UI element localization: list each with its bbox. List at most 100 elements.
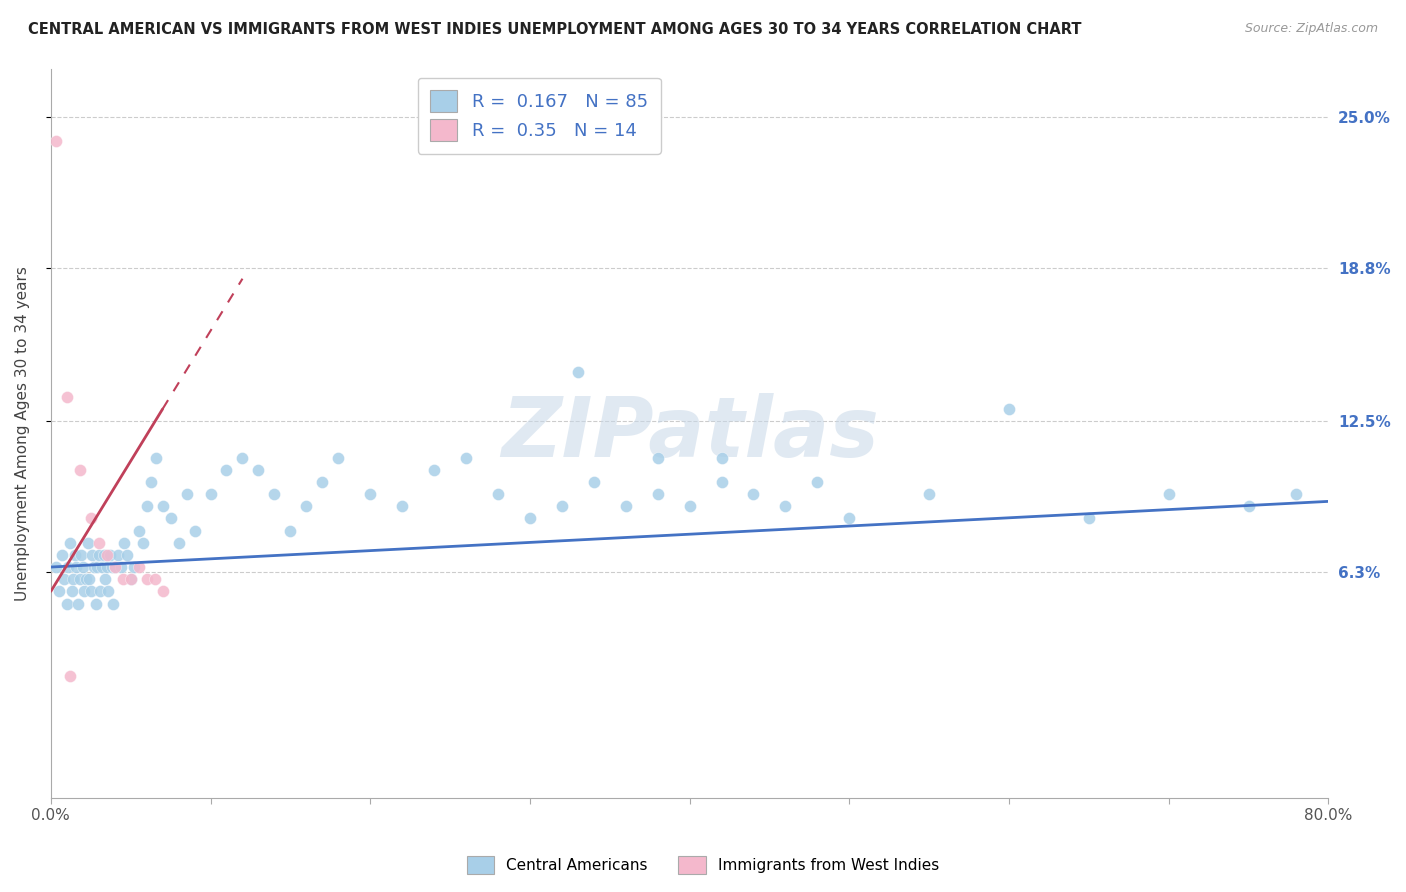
Point xyxy=(135,572,157,586)
Point xyxy=(176,487,198,501)
Point xyxy=(89,584,111,599)
Point xyxy=(86,560,108,574)
Point xyxy=(647,450,669,465)
Point xyxy=(112,535,135,549)
Point xyxy=(97,584,120,599)
Point xyxy=(98,548,121,562)
Point xyxy=(391,500,413,514)
Point xyxy=(167,535,190,549)
Point xyxy=(183,524,205,538)
Point xyxy=(59,535,82,549)
Point xyxy=(132,535,155,549)
Point xyxy=(775,500,797,514)
Point xyxy=(84,597,107,611)
Point xyxy=(80,511,103,525)
Point xyxy=(141,475,163,489)
Point xyxy=(423,463,446,477)
Point xyxy=(918,487,941,501)
Point xyxy=(62,572,84,586)
Point xyxy=(122,560,145,574)
Point xyxy=(96,560,118,574)
Point xyxy=(66,597,89,611)
Point xyxy=(200,487,222,501)
Point xyxy=(117,548,139,562)
Point xyxy=(87,535,110,549)
Point xyxy=(1077,511,1099,525)
Text: ZIPatlas: ZIPatlas xyxy=(501,392,879,474)
Point xyxy=(1157,487,1180,501)
Point xyxy=(63,548,86,562)
Point xyxy=(65,560,87,574)
Legend: Central Americans, Immigrants from West Indies: Central Americans, Immigrants from West … xyxy=(461,850,945,880)
Point xyxy=(45,135,67,149)
Point xyxy=(107,548,129,562)
Point xyxy=(519,511,541,525)
Point xyxy=(60,584,83,599)
Point xyxy=(120,572,142,586)
Point xyxy=(52,572,75,586)
Point xyxy=(77,572,100,586)
Point xyxy=(56,597,79,611)
Point xyxy=(152,500,174,514)
Y-axis label: Unemployment Among Ages 30 to 34 years: Unemployment Among Ages 30 to 34 years xyxy=(15,266,30,600)
Point xyxy=(486,487,509,501)
Point xyxy=(76,535,98,549)
Point xyxy=(59,669,82,683)
Point xyxy=(73,584,96,599)
Point xyxy=(247,463,270,477)
Point xyxy=(582,475,605,489)
Point xyxy=(104,560,127,574)
Point xyxy=(69,463,91,477)
Point xyxy=(80,584,103,599)
Point xyxy=(998,401,1021,416)
Point xyxy=(83,560,105,574)
Point xyxy=(69,572,91,586)
Point xyxy=(96,548,118,562)
Point xyxy=(311,475,333,489)
Point xyxy=(454,450,477,465)
Point xyxy=(1285,487,1308,501)
Point xyxy=(110,560,132,574)
Point xyxy=(101,597,124,611)
Text: Source: ZipAtlas.com: Source: ZipAtlas.com xyxy=(1244,22,1378,36)
Point xyxy=(159,511,181,525)
Point xyxy=(231,450,253,465)
Point xyxy=(838,511,860,525)
Point xyxy=(359,487,381,501)
Point xyxy=(152,584,174,599)
Point xyxy=(143,572,166,586)
Point xyxy=(75,572,97,586)
Point xyxy=(678,500,700,514)
Point xyxy=(135,500,157,514)
Point xyxy=(215,463,238,477)
Point xyxy=(87,548,110,562)
Point xyxy=(56,390,79,404)
Point xyxy=(128,524,150,538)
Point xyxy=(72,560,94,574)
Point xyxy=(51,548,73,562)
Legend: R =  0.167   N = 85, R =  0.35   N = 14: R = 0.167 N = 85, R = 0.35 N = 14 xyxy=(418,78,661,154)
Point xyxy=(280,524,302,538)
Point xyxy=(295,500,318,514)
Point xyxy=(128,560,150,574)
Text: CENTRAL AMERICAN VS IMMIGRANTS FROM WEST INDIES UNEMPLOYMENT AMONG AGES 30 TO 34: CENTRAL AMERICAN VS IMMIGRANTS FROM WEST… xyxy=(28,22,1081,37)
Point xyxy=(263,487,285,501)
Point xyxy=(93,548,115,562)
Point xyxy=(647,487,669,501)
Point xyxy=(100,560,122,574)
Point xyxy=(48,584,70,599)
Point xyxy=(614,500,637,514)
Point xyxy=(710,450,733,465)
Point xyxy=(742,487,765,501)
Point xyxy=(120,572,142,586)
Point xyxy=(1237,500,1260,514)
Point xyxy=(328,450,350,465)
Point xyxy=(91,560,114,574)
Point xyxy=(567,366,589,380)
Point xyxy=(58,560,80,574)
Point xyxy=(70,548,93,562)
Point xyxy=(104,560,127,574)
Point xyxy=(710,475,733,489)
Point xyxy=(45,560,67,574)
Point xyxy=(111,572,134,586)
